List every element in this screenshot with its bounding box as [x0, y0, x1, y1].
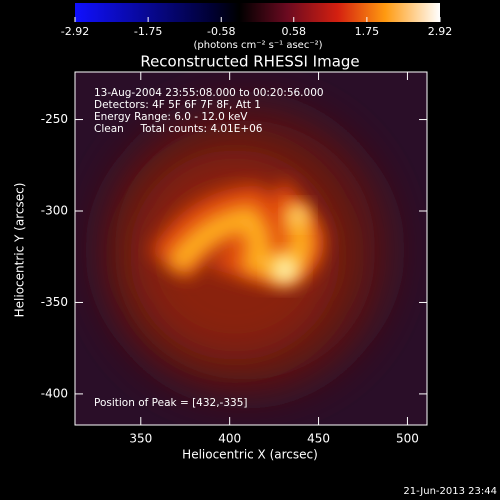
- x-axis-label: Heliocentric X (arcsec): [182, 448, 318, 462]
- chart-title: Reconstructed RHESSI Image: [140, 53, 359, 71]
- y-tick-label: -350: [41, 295, 68, 309]
- x-tick-label: 350: [129, 432, 152, 446]
- x-tick-label: 500: [396, 432, 419, 446]
- colorbar-tick-label: -0.58: [207, 25, 235, 38]
- y-axis-label: Heliocentric Y (arcsec): [13, 183, 27, 318]
- plot-frame: [74, 71, 428, 426]
- annotation: Detectors: 4F 5F 6F 7F 8F, Att 1: [94, 99, 261, 111]
- annotation: Clean Total counts: 4.01E+06: [94, 123, 263, 135]
- colorbar-tick-label: -2.92: [61, 25, 89, 38]
- annotation: 13-Aug-2004 23:55:08.000 to 00:20:56.000: [94, 87, 324, 99]
- colorbar-tick-label: 0.58: [282, 25, 307, 38]
- y-tick-label: -250: [41, 112, 68, 126]
- image: [75, 72, 427, 425]
- footer: 21-Jun-2013 23:44: [403, 486, 497, 497]
- x-tick-label: 400: [218, 432, 241, 446]
- colorbar-tick-label: -1.75: [134, 25, 162, 38]
- colorbar-tick-label: 2.92: [428, 25, 453, 38]
- x-tick-label: 450: [307, 432, 330, 446]
- colorbar-label: (photons cm⁻² s⁻¹ asec⁻²): [193, 40, 322, 51]
- colorbar-tick-label: 1.75: [355, 25, 380, 38]
- annotation: Energy Range: 6.0 - 12.0 keV: [94, 111, 248, 123]
- y-tick-label: -400: [41, 386, 68, 400]
- colorbar: [75, 3, 440, 22]
- annotation: Position of Peak = [432,-335]: [94, 397, 248, 409]
- y-tick-label: -300: [41, 204, 68, 218]
